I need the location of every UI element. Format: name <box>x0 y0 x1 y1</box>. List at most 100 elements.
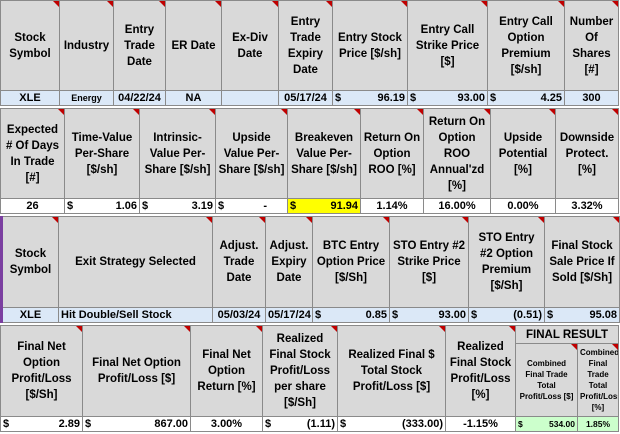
value-exit-stock-symbol[interactable]: XLE <box>0 307 59 323</box>
header-stock-symbol: Stock Symbol <box>0 0 60 91</box>
value-stock-pl-pct[interactable]: -1.15% <box>445 416 516 432</box>
header-entry-expiry-date: Entry Trade Expiry Date <box>278 0 333 91</box>
currency-symbol: $ <box>67 199 74 212</box>
header-exit-strategy: Exit Strategy Selected <box>58 216 213 308</box>
results-table: Final Net Option Profit/Loss [$/Sh] Fina… <box>0 324 619 432</box>
value-downside-protect[interactable]: 3.32% <box>555 198 619 214</box>
amount: 93.00 <box>457 91 485 104</box>
value-intrinsic-value[interactable]: $3.19 <box>139 198 216 214</box>
header-combined-pl: Combined Final Trade Total Profit/Loss [… <box>515 343 578 417</box>
value-combined-pl-pct[interactable]: 1.85% <box>577 416 619 432</box>
header-upside-potential: Upside Potential [%] <box>490 108 556 199</box>
value-number-of-shares[interactable]: 300 <box>564 90 619 106</box>
header-adjust-expiry-date: Adjust. Expiry Date <box>265 216 313 308</box>
metrics-header-row: Expected # Of Days In Trade [#] Time-Val… <box>0 108 619 199</box>
value-time-value[interactable]: $1.06 <box>64 198 140 214</box>
value-entry-call-premium[interactable]: $4.25 <box>487 90 565 106</box>
value-expiry-date[interactable]: 05/17/24 <box>278 90 333 106</box>
header-er-date: ER Date <box>165 0 222 91</box>
value-industry[interactable]: Energy <box>59 90 114 106</box>
amount: (1.11) <box>306 417 335 430</box>
header-net-option-return: Final Net Option Return [%] <box>190 325 263 417</box>
header-upside-value: Upside Value Per-Share [$/sh] <box>215 108 288 199</box>
currency-symbol: $ <box>471 308 478 321</box>
header-exit-stock-symbol: Stock Symbol <box>0 216 59 308</box>
currency-symbol: $ <box>3 417 10 430</box>
header-ex-div-date: Ex-Div Date <box>221 0 279 91</box>
header-combined-pl-pct: Combined Final Trade Total Profit/Loss [… <box>577 343 619 417</box>
currency-symbol: $ <box>218 199 225 212</box>
value-sto-premium[interactable]: $ (0.51) <box>468 307 545 323</box>
value-sto-strike[interactable]: $93.00 <box>389 307 469 323</box>
value-combined-pl[interactable]: $534.00 <box>515 416 578 432</box>
amount: 0.85 <box>365 308 387 321</box>
final-result-title: FINAL RESULT <box>515 324 619 345</box>
amount: 3.19 <box>191 199 213 212</box>
header-total-stock-pl: Realized Final $ Total Stock Profit/Loss… <box>337 325 446 417</box>
header-sto-strike: STO Entry #2 Strike Price [$] <box>389 216 469 308</box>
header-roo: Return On Option ROO [%] <box>360 108 424 199</box>
header-btc-entry-price: BTC Entry Option Price [$/Sh] <box>312 216 390 308</box>
value-er-date[interactable]: NA <box>165 90 222 106</box>
value-stock-symbol[interactable]: XLE <box>0 90 60 106</box>
value-adjust-trade-date[interactable]: 05/03/24 <box>212 307 266 323</box>
value-net-option-pl[interactable]: $867.00 <box>82 416 191 432</box>
header-entry-stock-price: Entry Stock Price [$/sh] <box>332 0 408 91</box>
value-btc-entry-price[interactable]: $0.85 <box>312 307 390 323</box>
header-entry-call-premium: Entry Call Option Premium [$/sh] <box>487 0 565 91</box>
value-expected-days[interactable]: 26 <box>0 198 65 214</box>
header-number-of-shares: Number Of Shares [#] <box>564 0 619 91</box>
amount: - <box>263 199 267 212</box>
metrics-value-row: 26 $1.06 $3.19 $ - $91.94 1.14% 16.00% 0.… <box>0 198 619 214</box>
amount: 96.19 <box>377 91 405 104</box>
currency-symbol: $ <box>142 199 149 212</box>
header-downside-protect: Downside Protect. [%] <box>555 108 619 199</box>
value-entry-date[interactable]: 04/22/24 <box>113 90 166 106</box>
currency-symbol: $ <box>85 417 92 430</box>
header-sto-premium: STO Entry #2 Option Premium [$/Sh] <box>468 216 545 308</box>
value-adjust-expiry-date[interactable]: 05/17/24 <box>265 307 313 323</box>
value-upside-value[interactable]: $ - <box>215 198 288 214</box>
header-roo-annualized: Return On Option ROO Annual'zd [%] <box>423 108 491 199</box>
header-intrinsic-value: Intrinsic-Value Per-Share [$/sh] <box>139 108 216 199</box>
amount: 534.00 <box>549 418 575 429</box>
value-exit-strategy[interactable]: Hit Double/Sell Stock <box>58 307 213 323</box>
amount: 93.00 <box>438 308 466 321</box>
amount: 95.08 <box>589 308 617 321</box>
amount: (333.00) <box>402 417 443 430</box>
exit-header-row: Stock Symbol Exit Strategy Selected Adju… <box>0 216 620 308</box>
value-net-option-pl-sh[interactable]: $2.89 <box>0 416 83 432</box>
value-roo[interactable]: 1.14% <box>360 198 424 214</box>
header-stock-pl-pct: Realized Final Stock Profit/Loss [%] <box>445 325 516 417</box>
value-ex-div-date[interactable] <box>221 90 279 106</box>
final-result-header-row: Combined Final Trade Total Profit/Loss [… <box>1 343 619 417</box>
header-entry-call-strike: Entry Call Strike Price [$] <box>407 0 488 91</box>
value-roo-annualized[interactable]: 16.00% <box>423 198 491 214</box>
exit-value-row: XLE Hit Double/Sell Stock 05/03/24 05/17… <box>0 307 620 323</box>
currency-symbol: $ <box>315 308 322 321</box>
currency-symbol: $ <box>410 91 417 104</box>
amount: (0.51) <box>513 308 542 321</box>
value-breakeven[interactable]: $91.94 <box>287 198 361 214</box>
value-net-option-return[interactable]: 3.00% <box>190 416 263 432</box>
currency-symbol: $ <box>392 308 399 321</box>
value-entry-stock-price[interactable]: $96.19 <box>332 90 408 106</box>
currency-symbol: $ <box>335 91 342 104</box>
amount: 91.94 <box>330 199 358 212</box>
currency-symbol: $ <box>265 417 272 430</box>
value-stock-pl-per-share[interactable]: $ (1.11) <box>262 416 338 432</box>
header-net-option-pl-sh: Final Net Option Profit/Loss [$/Sh] <box>0 325 83 417</box>
amount: 1.06 <box>115 199 137 212</box>
header-entry-trade-date: Entry Trade Date <box>113 0 166 91</box>
header-net-option-pl: Final Net Option Profit/Loss [$] <box>82 325 191 417</box>
value-entry-call-strike[interactable]: $93.00 <box>407 90 488 106</box>
entry-header-row: Stock Symbol Industry Entry Trade Date E… <box>0 0 619 91</box>
value-final-sale-price[interactable]: $95.08 <box>544 307 620 323</box>
header-breakeven-value: Breakeven Value Per-Share [$/sh] <box>287 108 361 199</box>
value-total-stock-pl[interactable]: $ (333.00) <box>337 416 446 432</box>
value-upside-potential[interactable]: 0.00% <box>490 198 556 214</box>
final-result-title-row: Final Net Option Profit/Loss [$/Sh] Fina… <box>0 324 619 417</box>
header-adjust-trade-date: Adjust. Trade Date <box>212 216 266 308</box>
currency-symbol: $ <box>490 91 497 104</box>
results-value-row: $2.89 $867.00 3.00% $ (1.11) $ (333.00) -1… <box>0 416 619 432</box>
